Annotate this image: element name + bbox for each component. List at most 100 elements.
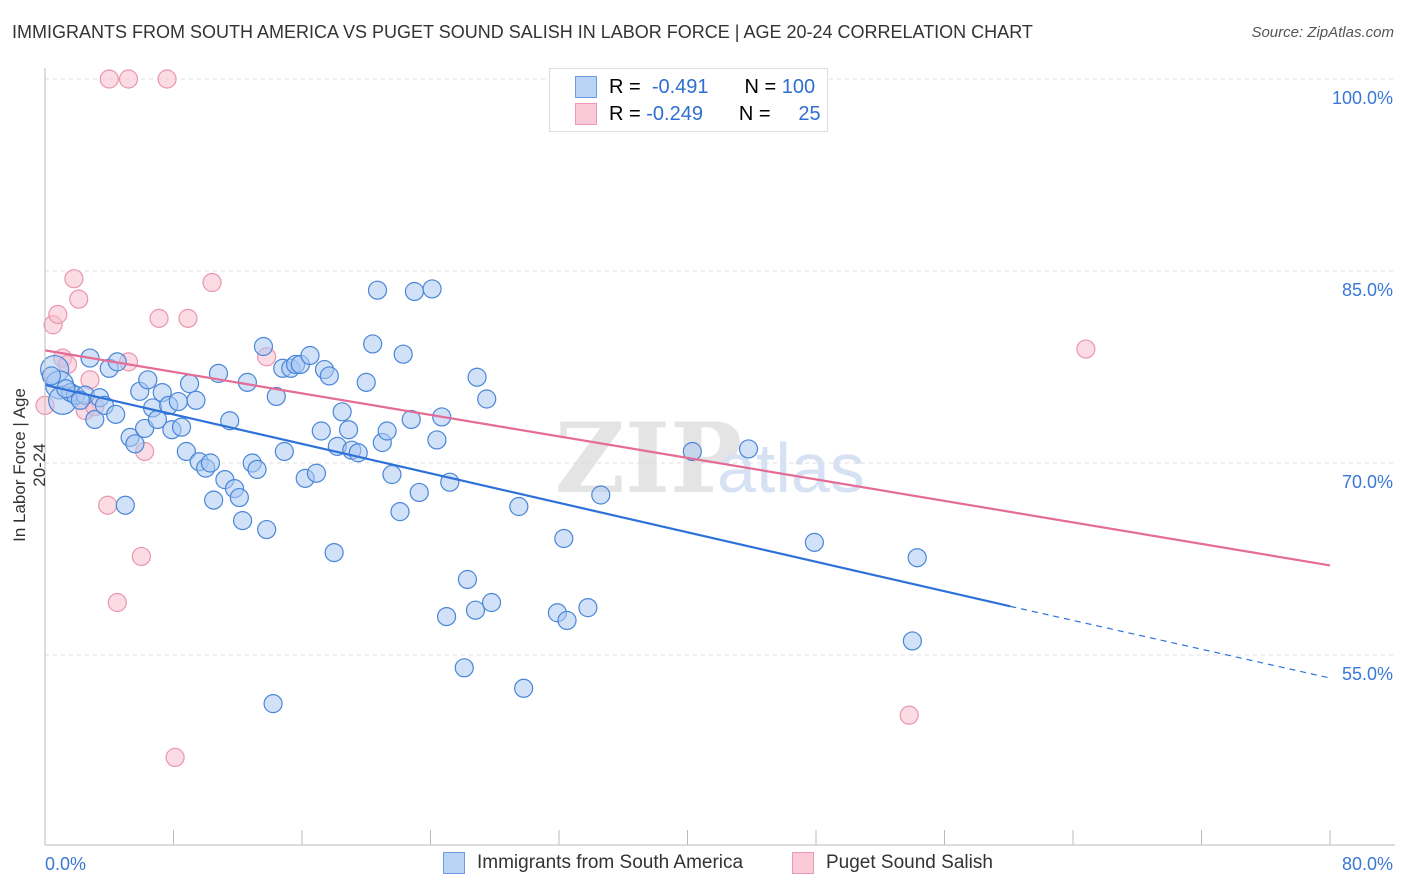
blue-point — [168, 391, 188, 412]
blue-point — [324, 542, 344, 563]
blue-point — [179, 374, 200, 394]
blue-point — [393, 344, 413, 364]
blue-point — [481, 592, 502, 613]
r-label: R = — [609, 102, 641, 125]
legend-item-puget-sound-salish: Puget Sound Salish — [792, 852, 993, 874]
source-label: Source: ZipAtlas.com — [1251, 24, 1394, 41]
pink-point — [48, 304, 68, 325]
y-tick-label: 55.0% — [1342, 664, 1393, 684]
blue-point — [907, 548, 927, 568]
blue-point — [257, 519, 277, 540]
blue-point — [232, 510, 253, 531]
blue-point — [186, 390, 206, 410]
x-tick-label: 0.0% — [45, 854, 86, 874]
pink-point — [202, 272, 222, 293]
blue-swatch — [575, 76, 597, 98]
blue-point — [41, 366, 62, 386]
legend-box: R = -0.491 N = 100 R = -0.249 N = 25 — [549, 68, 828, 132]
blue-point — [509, 496, 529, 517]
y-tick-label: 85.0% — [1342, 280, 1393, 300]
blue-point — [319, 366, 339, 386]
r-value: -0.249 — [646, 102, 703, 125]
n-value: 25 — [798, 102, 821, 125]
y-tick-label: 100.0% — [1332, 88, 1393, 108]
blue-point — [390, 502, 410, 522]
x-tick-label: 80.0% — [1342, 854, 1393, 874]
blue-swatch — [443, 852, 465, 874]
legend-row-blue: R = -0.491 N = 100 — [575, 75, 815, 99]
chart-title: IMMIGRANTS FROM SOUTH AMERICA VS PUGET S… — [12, 22, 1033, 42]
pink-point — [1076, 339, 1096, 359]
blue-point — [263, 694, 283, 714]
blue-point — [436, 606, 457, 627]
n-value: 100 — [781, 75, 816, 98]
watermark-zip: ZIP — [555, 402, 742, 515]
blue-point — [514, 678, 534, 698]
blue-point — [427, 430, 447, 450]
blue-point — [401, 409, 421, 430]
blue-point — [902, 631, 922, 651]
pink-swatch — [792, 852, 814, 874]
pink-point — [64, 269, 84, 289]
blue-point — [377, 421, 397, 441]
blue-point — [682, 441, 702, 462]
r-label: R = — [609, 75, 641, 98]
blue-point — [274, 441, 294, 462]
blue-point — [367, 280, 388, 300]
blue-point — [138, 370, 158, 390]
blue-point — [70, 390, 90, 410]
blue-point — [477, 389, 497, 409]
blue-point — [171, 417, 192, 437]
pink-point — [149, 308, 169, 328]
blue-trend-line — [44, 383, 1011, 608]
blue-point — [338, 420, 359, 440]
legend-label: Puget Sound Salish — [826, 852, 993, 873]
blue-point — [306, 463, 327, 483]
pink-point — [899, 705, 919, 725]
blue-point — [229, 487, 249, 508]
blue-point — [738, 439, 759, 459]
pink-point — [131, 546, 151, 567]
blue-point — [804, 532, 824, 552]
blue-point — [106, 404, 126, 424]
pink-swatch — [575, 103, 597, 125]
blue-point — [404, 281, 425, 302]
pink-point — [118, 69, 139, 89]
blue-point — [465, 600, 486, 620]
blue-point — [204, 490, 224, 510]
blue-point — [332, 402, 352, 422]
pink-point — [107, 592, 127, 613]
blue-point — [266, 386, 286, 407]
r-value: -0.491 — [651, 75, 709, 98]
blue-point — [554, 528, 574, 549]
legend-row-pink: R = -0.249 N = 25 — [575, 102, 821, 126]
y-axis-label: In Labor Force | Age 20-24 — [10, 388, 49, 542]
pink-point — [98, 495, 118, 515]
blue-point — [200, 453, 221, 473]
blue-point — [457, 569, 478, 590]
blue-point — [85, 409, 105, 430]
pink-point — [165, 747, 185, 768]
blue-point — [382, 464, 402, 485]
blue-point — [557, 610, 577, 631]
blue-point — [591, 485, 611, 505]
blue-trend-line-extension — [1010, 605, 1331, 679]
n-label: N = — [744, 75, 777, 98]
blue-point — [422, 279, 442, 299]
blue-point — [247, 459, 267, 479]
blue-point — [467, 367, 487, 387]
blue-point — [253, 336, 274, 357]
blue-point — [300, 345, 320, 366]
pink-point — [99, 69, 119, 89]
blue-point — [454, 658, 474, 678]
blue-point — [578, 598, 598, 618]
pink-point — [157, 69, 177, 89]
blue-point — [363, 334, 383, 354]
watermark-atlas: atlas — [717, 429, 865, 507]
pink-trend-line — [44, 349, 1331, 567]
legend-item-south-america: Immigrants from South America — [443, 852, 743, 874]
blue-point — [409, 482, 429, 503]
blue-point — [311, 421, 331, 441]
